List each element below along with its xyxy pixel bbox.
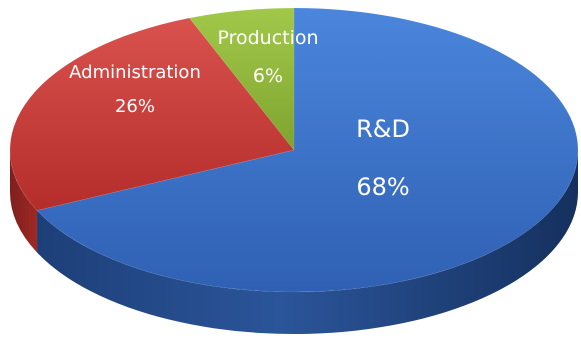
pie-slice-administration <box>9 17 295 211</box>
label-name-production: Production <box>217 27 318 49</box>
label-name-administration: Administration <box>69 62 201 83</box>
pie-slice-r-d <box>36 7 579 293</box>
pie-sides <box>10 150 579 334</box>
pie-tops <box>9 7 579 293</box>
pie-side-r-d <box>37 150 579 334</box>
label-name-r-d: R&D <box>356 115 410 143</box>
pie-slice-production <box>189 7 295 151</box>
pie-labels: R&D 68% Administration 26% Production 6% <box>69 27 410 201</box>
pie-side-administration <box>10 150 38 253</box>
label-value-production: 6% <box>253 65 283 87</box>
label-value-administration: 26% <box>115 96 155 117</box>
label-value-r-d: 68% <box>356 173 409 201</box>
